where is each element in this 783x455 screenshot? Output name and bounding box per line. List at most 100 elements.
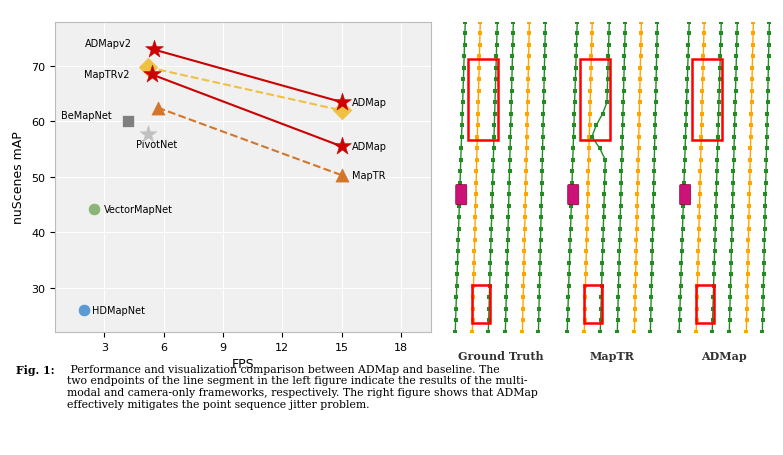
Point: [681, 65, 694, 72]
Point: [533, 294, 546, 301]
Point: [489, 111, 501, 118]
Point: [469, 214, 482, 221]
Point: [565, 191, 578, 198]
Point: [503, 168, 516, 175]
Point: [506, 76, 518, 84]
Point: [491, 30, 503, 38]
Point: [568, 111, 580, 118]
Point: [535, 214, 547, 221]
Point: [693, 225, 705, 233]
Point: [695, 157, 707, 164]
Point: [677, 191, 690, 198]
Point: [121, 119, 134, 126]
Point: [647, 202, 659, 210]
Text: VectorMapNet: VectorMapNet: [104, 204, 173, 214]
Point: [761, 99, 774, 106]
Point: [630, 237, 643, 244]
Point: [633, 111, 645, 118]
Point: [536, 145, 549, 152]
Point: [678, 168, 691, 175]
Point: [742, 225, 755, 233]
Point: [698, 19, 710, 26]
Point: [691, 306, 703, 313]
Point: [633, 88, 646, 95]
Point: [602, 54, 615, 61]
Point: [500, 317, 512, 324]
Point: [456, 99, 469, 106]
Point: [650, 88, 662, 95]
Point: [632, 157, 644, 164]
Point: [467, 260, 480, 267]
Point: [628, 329, 640, 336]
Point: [488, 122, 500, 130]
Point: [619, 19, 632, 26]
Point: [745, 122, 757, 130]
Y-axis label: nuScenes mAP: nuScenes mAP: [13, 131, 25, 224]
Point: [723, 306, 736, 313]
Point: [490, 42, 503, 49]
Point: [645, 271, 658, 278]
Point: [707, 283, 720, 290]
Point: [582, 191, 594, 198]
Point: [683, 30, 695, 38]
Point: [569, 76, 582, 84]
Point: [714, 42, 727, 49]
Point: [500, 283, 513, 290]
Point: [633, 134, 645, 141]
Point: [467, 317, 479, 324]
Point: [674, 283, 687, 290]
Point: [470, 191, 482, 198]
Point: [146, 71, 158, 79]
Point: [616, 122, 629, 130]
Point: [649, 111, 662, 118]
Point: [579, 260, 592, 267]
Point: [567, 145, 579, 152]
Point: [745, 76, 758, 84]
Point: [490, 54, 503, 61]
Point: [502, 214, 514, 221]
Point: [613, 260, 626, 267]
Point: [726, 225, 738, 233]
Point: [562, 294, 575, 301]
Point: [694, 168, 706, 175]
Point: [597, 225, 609, 233]
Point: [561, 306, 574, 313]
Point: [618, 65, 630, 72]
Point: [603, 19, 615, 26]
Point: [469, 225, 482, 233]
Point: [676, 248, 688, 256]
Point: [147, 47, 160, 54]
Point: [760, 157, 773, 164]
Point: [452, 237, 464, 244]
Point: [757, 294, 770, 301]
Point: [741, 283, 753, 290]
Point: [648, 168, 660, 175]
Point: [579, 271, 592, 278]
Point: [516, 329, 529, 336]
Point: [584, 88, 597, 95]
Point: [612, 271, 625, 278]
Point: [532, 329, 545, 336]
Point: [485, 225, 497, 233]
Point: [629, 306, 641, 313]
Point: [586, 134, 598, 141]
Point: [691, 271, 704, 278]
Point: [532, 306, 545, 313]
Point: [584, 99, 597, 106]
Point: [697, 65, 709, 72]
Point: [762, 65, 774, 72]
Point: [745, 134, 757, 141]
Point: [613, 248, 626, 256]
Point: [601, 99, 613, 106]
Point: [675, 271, 687, 278]
Point: [746, 42, 759, 49]
Point: [484, 260, 496, 267]
Point: [630, 260, 642, 267]
Point: [694, 191, 706, 198]
Point: [692, 248, 705, 256]
Point: [520, 168, 532, 175]
Point: [646, 260, 659, 267]
Point: [518, 260, 530, 267]
Point: [691, 260, 704, 267]
Point: [568, 99, 581, 106]
